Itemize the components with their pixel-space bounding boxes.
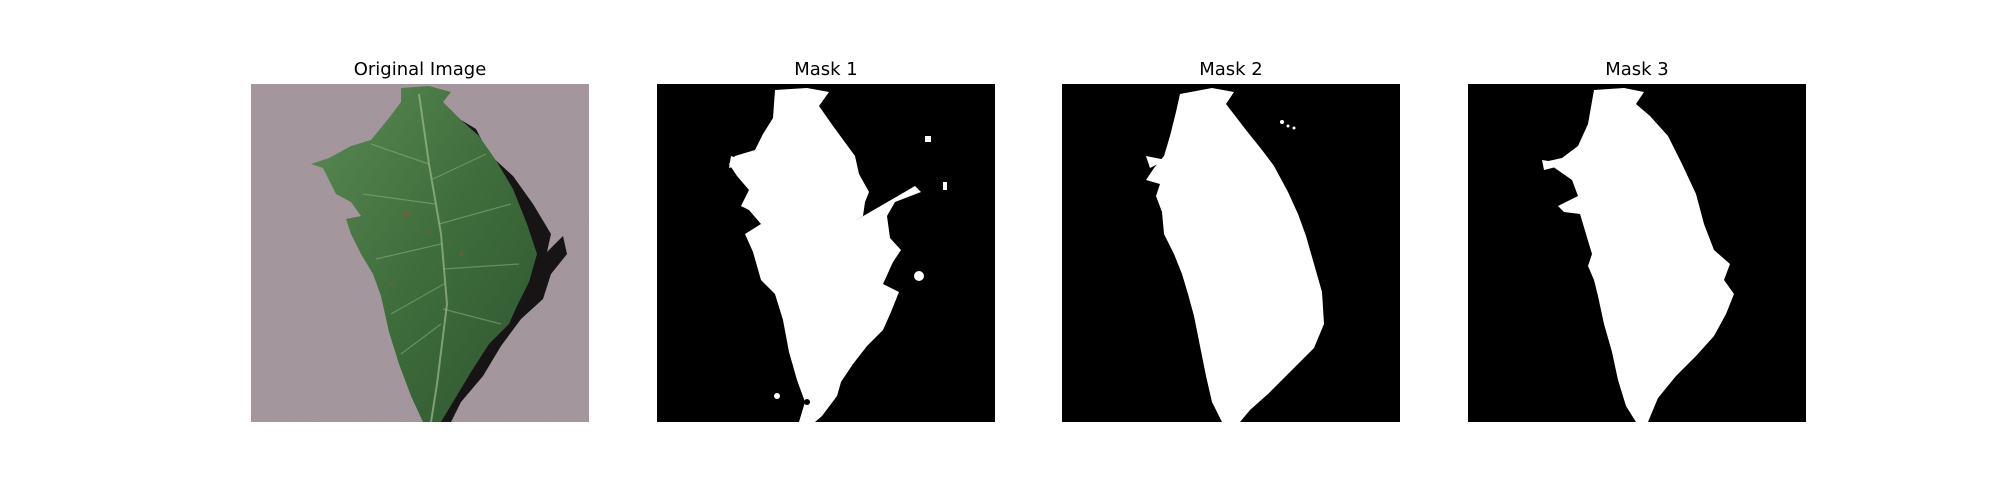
mask-1-image <box>657 84 995 422</box>
leaf-body <box>311 86 537 422</box>
mask-2-image <box>1062 84 1400 422</box>
mask-3-foreground <box>1544 88 1734 422</box>
mask-2-svg <box>1062 84 1400 422</box>
mask-1-svg <box>657 84 995 422</box>
panel-mask-3: Mask 3 <box>1468 0 1806 500</box>
mask-1-foreground <box>729 88 921 422</box>
mask-3-image <box>1468 84 1806 422</box>
original-leaf-photo <box>251 84 589 422</box>
panel-title-mask-3: Mask 3 <box>1605 59 1669 80</box>
panel-title-original: Original Image <box>353 59 487 80</box>
panel-original: Original Image <box>251 0 589 500</box>
mask-2-foreground <box>1146 88 1324 422</box>
leaf-photo-svg <box>251 84 589 422</box>
mask-3-svg <box>1468 84 1806 422</box>
panel-mask-1: Mask 1 <box>657 0 995 500</box>
panel-title-mask-1: Mask 1 <box>794 59 858 80</box>
panel-mask-2: Mask 2 <box>1062 0 1400 500</box>
panel-title-mask-2: Mask 2 <box>1199 59 1263 80</box>
